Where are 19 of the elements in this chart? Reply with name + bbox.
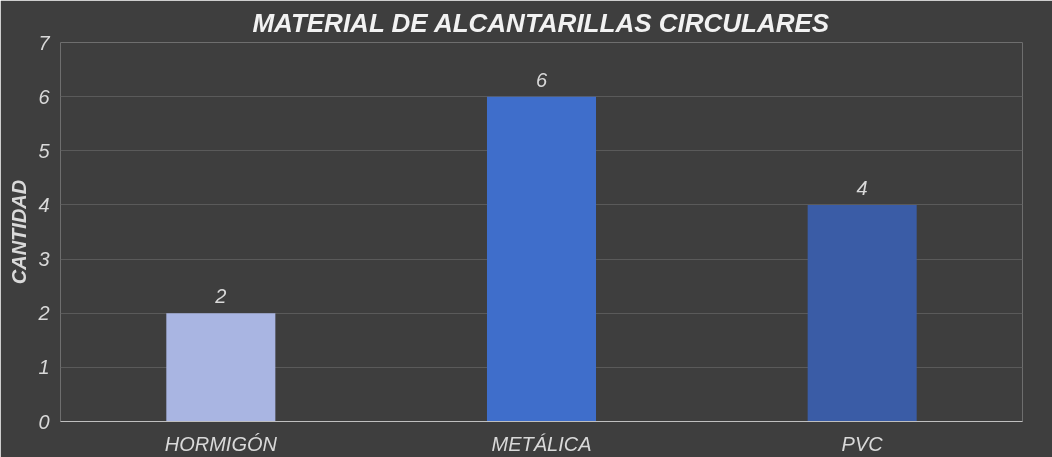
chart-title: MATERIAL DE ALCANTARILLAS CIRCULARES [252, 7, 830, 38]
data-label: 2 [214, 285, 227, 308]
y-tick-label: 4 [38, 193, 50, 216]
x-tick-label: HORMIGÓN [164, 432, 278, 455]
data-label: 6 [535, 68, 548, 91]
x-tick-label: PVC [841, 432, 884, 455]
y-tick-label: 2 [37, 302, 50, 325]
bar [807, 204, 917, 422]
y-tick-label: 1 [38, 356, 50, 379]
y-tick-label: 5 [38, 139, 51, 162]
x-tick-label: METÁLICA [491, 432, 592, 455]
data-label: 4 [856, 176, 868, 199]
y-tick-label: 7 [38, 31, 51, 54]
y-axis-title: CANTIDAD [8, 179, 31, 285]
bar [166, 313, 276, 422]
y-tick-label: 0 [38, 410, 50, 433]
bar [486, 96, 597, 422]
y-tick-label: 6 [38, 85, 51, 108]
y-tick-label: 3 [38, 248, 50, 271]
